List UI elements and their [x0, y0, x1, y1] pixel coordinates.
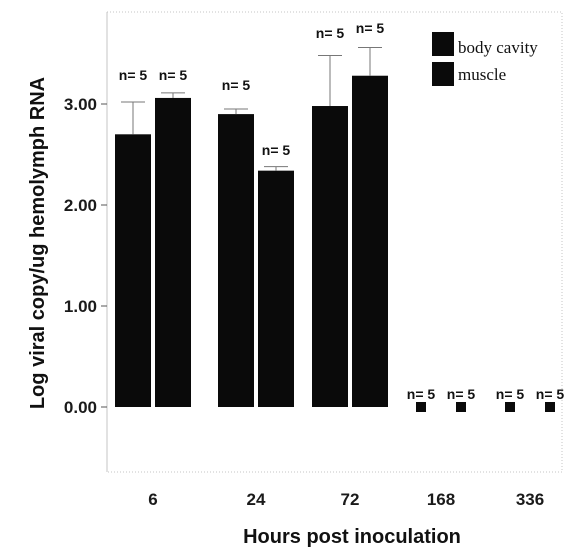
- n-label: n= 5: [356, 20, 385, 36]
- bar-muscle-72: [352, 75, 388, 407]
- n-label: n= 5: [222, 77, 251, 93]
- n-label: n= 5: [407, 386, 436, 402]
- x-axis-ticks: 6 24 72 168 336: [148, 490, 544, 509]
- x-tick-label: 24: [247, 490, 266, 509]
- n-labels-group: n= 5 n= 5 n= 5 n= 5 n= 5 n= 5 n= 5 n= 5 n= 5 n= 5: [119, 20, 565, 402]
- y-axis-title: Log viral copy/ug hemolymph RNA: [27, 77, 49, 409]
- legend: body cavity muscle: [432, 32, 538, 86]
- x-tick-label: 168: [427, 490, 455, 509]
- bar-body-cavity-6: [115, 134, 151, 408]
- point-body-cavity-336: [505, 402, 515, 412]
- bar-body-cavity-72: [312, 106, 348, 408]
- point-muscle-168: [456, 402, 466, 412]
- bar-muscle-6: [155, 97, 191, 407]
- n-label: n= 5: [119, 67, 148, 83]
- legend-label-muscle: muscle: [458, 65, 506, 84]
- bar-body-cavity-24: [218, 114, 254, 407]
- legend-swatch-body-cavity: [432, 32, 454, 56]
- x-tick-label: 336: [516, 490, 544, 509]
- y-tick-label: 2.00: [64, 196, 97, 215]
- y-tick-label: 0.00: [64, 398, 97, 417]
- y-axis-ticks: 0.00 1.00 2.00 3.00: [64, 95, 107, 417]
- n-label: n= 5: [262, 142, 291, 158]
- n-label: n= 5: [536, 386, 565, 402]
- x-tick-label: 72: [341, 490, 360, 509]
- bars-group: [115, 75, 555, 412]
- y-tick-label: 3.00: [64, 95, 97, 114]
- n-label: n= 5: [447, 386, 476, 402]
- error-bars-group: [121, 46, 382, 171]
- y-tick-label: 1.00: [64, 297, 97, 316]
- point-body-cavity-168: [416, 402, 426, 412]
- bar-muscle-24: [258, 170, 294, 407]
- n-label: n= 5: [316, 25, 345, 41]
- x-axis-title: Hours post inoculation: [243, 526, 461, 548]
- n-label: n= 5: [159, 67, 188, 83]
- x-tick-label: 6: [148, 490, 157, 509]
- n-label: n= 5: [496, 386, 525, 402]
- legend-swatch-muscle: [432, 62, 454, 86]
- legend-label-body-cavity: body cavity: [458, 38, 538, 57]
- point-muscle-336: [545, 402, 555, 412]
